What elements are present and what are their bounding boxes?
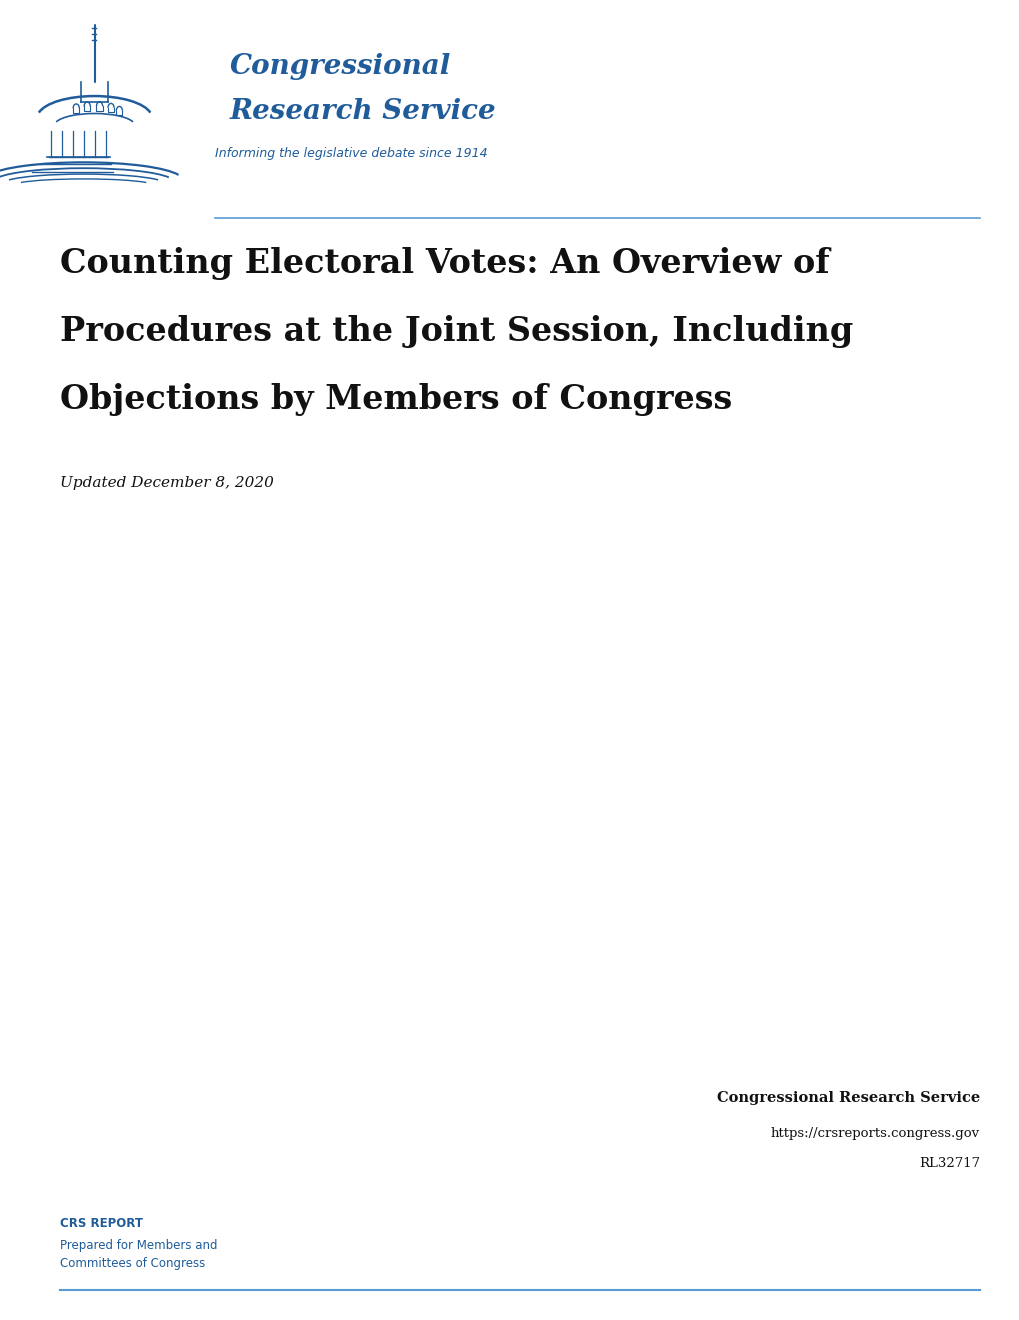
Text: RL32717: RL32717 xyxy=(918,1158,979,1170)
Text: Counting Electoral Votes: An Overview of: Counting Electoral Votes: An Overview of xyxy=(60,247,828,280)
Text: Congressional Research Service: Congressional Research Service xyxy=(716,1092,979,1105)
Text: Informing the legislative debate since 1914: Informing the legislative debate since 1… xyxy=(215,147,487,160)
Text: Committees of Congress: Committees of Congress xyxy=(60,1257,205,1270)
Text: Prepared for Members and: Prepared for Members and xyxy=(60,1239,217,1251)
Text: CRS REPORT: CRS REPORT xyxy=(60,1217,143,1230)
Text: https://crsreports.congress.gov: https://crsreports.congress.gov xyxy=(770,1127,979,1140)
Text: Congressional: Congressional xyxy=(229,53,450,81)
Text: Objections by Members of Congress: Objections by Members of Congress xyxy=(60,383,732,416)
Text: Research Service: Research Service xyxy=(229,98,496,125)
Text: Procedures at the Joint Session, Including: Procedures at the Joint Session, Includi… xyxy=(60,315,853,348)
Text: Updated December 8, 2020: Updated December 8, 2020 xyxy=(60,477,274,490)
